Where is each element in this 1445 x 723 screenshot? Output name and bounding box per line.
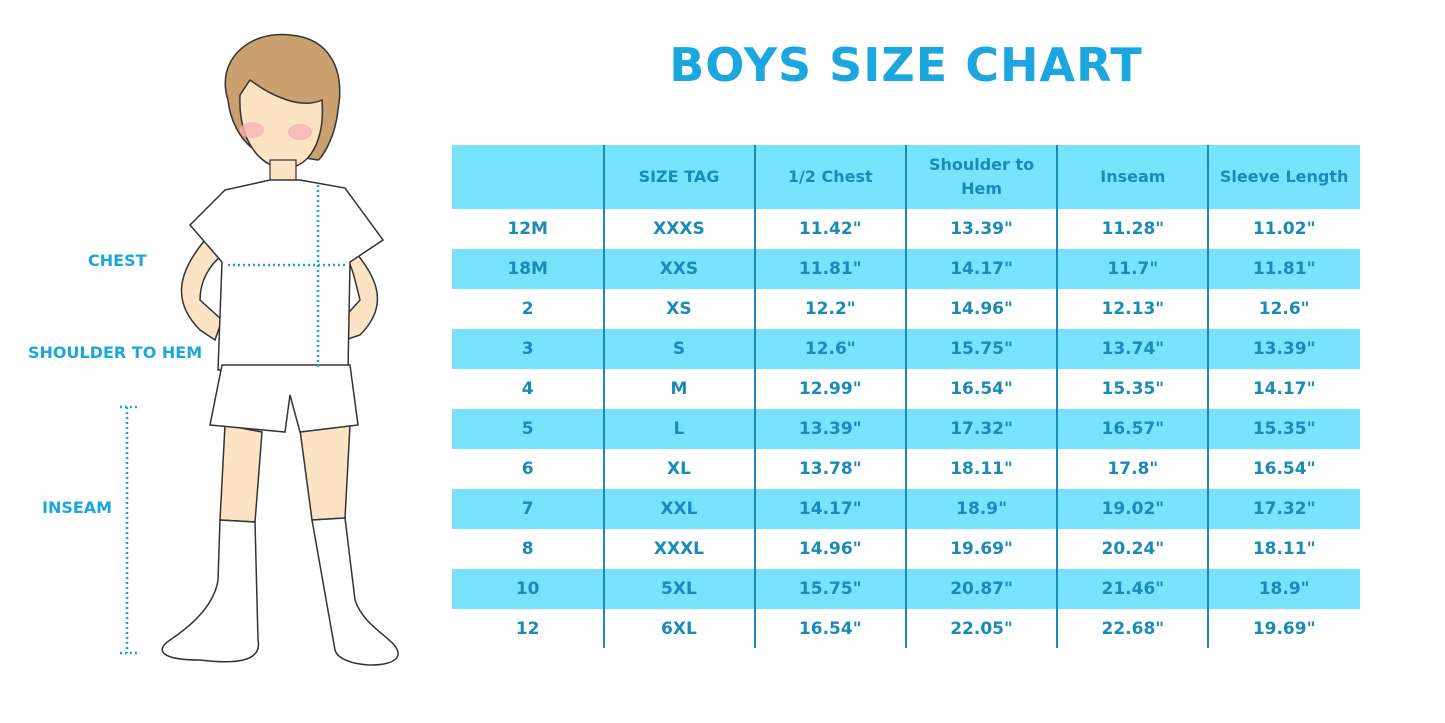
table-cell: XXXL xyxy=(653,539,705,559)
table-cell: 13.39" xyxy=(798,419,862,439)
table-cell: 20.87" xyxy=(950,579,1013,599)
table-cell: 6XL xyxy=(661,619,697,639)
inseam-label: INSEAM xyxy=(42,498,113,517)
table-cell: 18.11" xyxy=(950,459,1013,479)
table-cell: 18.11" xyxy=(1252,539,1316,559)
table-cell: 18.9" xyxy=(956,499,1007,519)
table-cell: 22.05" xyxy=(950,619,1013,639)
header-cell: Inseam xyxy=(1100,167,1166,186)
table-cell: 14.17" xyxy=(798,499,862,519)
table-cell: 12.99" xyxy=(798,379,862,399)
table-cell: XXXS xyxy=(653,219,705,239)
header-cell: Sleeve Length xyxy=(1219,167,1349,186)
table-cell: 14.96" xyxy=(798,539,862,559)
table-cell: 15.75" xyxy=(950,339,1013,359)
table-cell: 16.54" xyxy=(1252,459,1316,479)
table-cell: 20.24" xyxy=(1101,539,1165,559)
table-cell: 19.69" xyxy=(1252,619,1316,639)
table-row: 8 XXXL 14.96" 19.69" 20.24" 18.11" xyxy=(452,529,1360,569)
table-cell: 14.17" xyxy=(1252,379,1316,399)
column-divider xyxy=(1056,145,1058,648)
table-row: 12M XXXS 11.42" 13.39" 11.28" 11.02" xyxy=(452,209,1360,249)
header-cell: SIZE TAG xyxy=(638,167,720,186)
column-divider xyxy=(1207,145,1209,648)
table-cell: 17.8" xyxy=(1107,459,1159,479)
table-row: 4 M 12.99" 16.54" 15.35" 14.17" xyxy=(452,369,1360,409)
table-cell: 16.54" xyxy=(798,619,862,639)
table-cell: 17.32" xyxy=(1252,499,1316,519)
table-cell: 13.39" xyxy=(950,219,1013,239)
table-cell: 2 xyxy=(521,299,534,319)
table-cell: XS xyxy=(666,299,692,319)
table-cell: 19.69" xyxy=(950,539,1013,559)
table-cell: 5XL xyxy=(661,579,697,599)
table-cell: 8 xyxy=(521,539,534,559)
table-cell: M xyxy=(670,379,688,399)
table-cell: 18.9" xyxy=(1258,579,1310,599)
table-cell: 14.17" xyxy=(950,259,1013,279)
header-cell: Shoulder to Hem xyxy=(928,155,1035,198)
boy-illustration xyxy=(120,33,399,666)
table-cell: 12.13" xyxy=(1101,299,1165,319)
table-cell: 11.81" xyxy=(798,259,862,279)
table-cell: 15.35" xyxy=(1101,379,1165,399)
table-cell: 16.54" xyxy=(950,379,1013,399)
table-cell: 12 xyxy=(515,619,540,639)
table-row: 2 XS 12.2" 14.96" 12.13" 12.6" xyxy=(452,289,1360,329)
table-cell: 12.6" xyxy=(1258,299,1310,319)
table-cell: 11.7" xyxy=(1107,259,1159,279)
page-title: BOYS SIZE CHART xyxy=(669,38,1143,92)
table-cell: 19.02" xyxy=(1101,499,1165,519)
table-cell: 15.75" xyxy=(798,579,862,599)
table-cell: 11.81" xyxy=(1252,259,1316,279)
column-divider xyxy=(905,145,907,648)
table-cell: L xyxy=(673,419,685,439)
table-cell: 4 xyxy=(521,379,534,399)
header-cell: 1/2 Chest xyxy=(787,167,873,186)
table-cell: 6 xyxy=(521,459,534,479)
shoulder-to-hem-label: SHOULDER TO HEM xyxy=(28,343,203,362)
table-cell: 13.78" xyxy=(798,459,862,479)
table-cell: 12M xyxy=(507,219,548,239)
table-cell: 10 xyxy=(515,579,540,599)
table-cell: 3 xyxy=(521,339,534,359)
table-cell: 11.28" xyxy=(1101,219,1165,239)
size-table: SIZE TAG 1/2 Chest Shoulder to Hem Insea… xyxy=(452,145,1360,649)
table-cell: 11.02" xyxy=(1252,219,1316,239)
table-cell: S xyxy=(672,339,686,359)
table-cell: 21.46" xyxy=(1101,579,1165,599)
table-cell: 16.57" xyxy=(1101,419,1165,439)
table-cell: XXL xyxy=(660,499,698,519)
table-cell: 14.96" xyxy=(950,299,1013,319)
column-divider xyxy=(603,145,605,648)
table-cell: XXS xyxy=(659,259,699,279)
table-cell: 13.39" xyxy=(1252,339,1316,359)
table-cell: 13.74" xyxy=(1101,339,1165,359)
table-cell: 12.2" xyxy=(804,299,856,319)
table-cell: XL xyxy=(666,459,691,479)
table-row: 12 6XL 16.54" 22.05" 22.68" 19.69" xyxy=(452,609,1360,649)
table-cell: 5 xyxy=(521,419,534,439)
table-cell: 22.68" xyxy=(1101,619,1165,639)
header-cell xyxy=(452,145,603,209)
column-divider xyxy=(754,145,756,648)
table-cell: 11.42" xyxy=(798,219,862,239)
table-cell: 15.35" xyxy=(1252,419,1316,439)
table-cell: 12.6" xyxy=(804,339,856,359)
chest-label: CHEST xyxy=(88,251,147,270)
table-row: 6 XL 13.78" 18.11" 17.8" 16.54" xyxy=(452,449,1360,489)
table-cell: 7 xyxy=(521,499,534,519)
table-cell: 17.32" xyxy=(950,419,1013,439)
table-cell: 18M xyxy=(507,259,548,279)
